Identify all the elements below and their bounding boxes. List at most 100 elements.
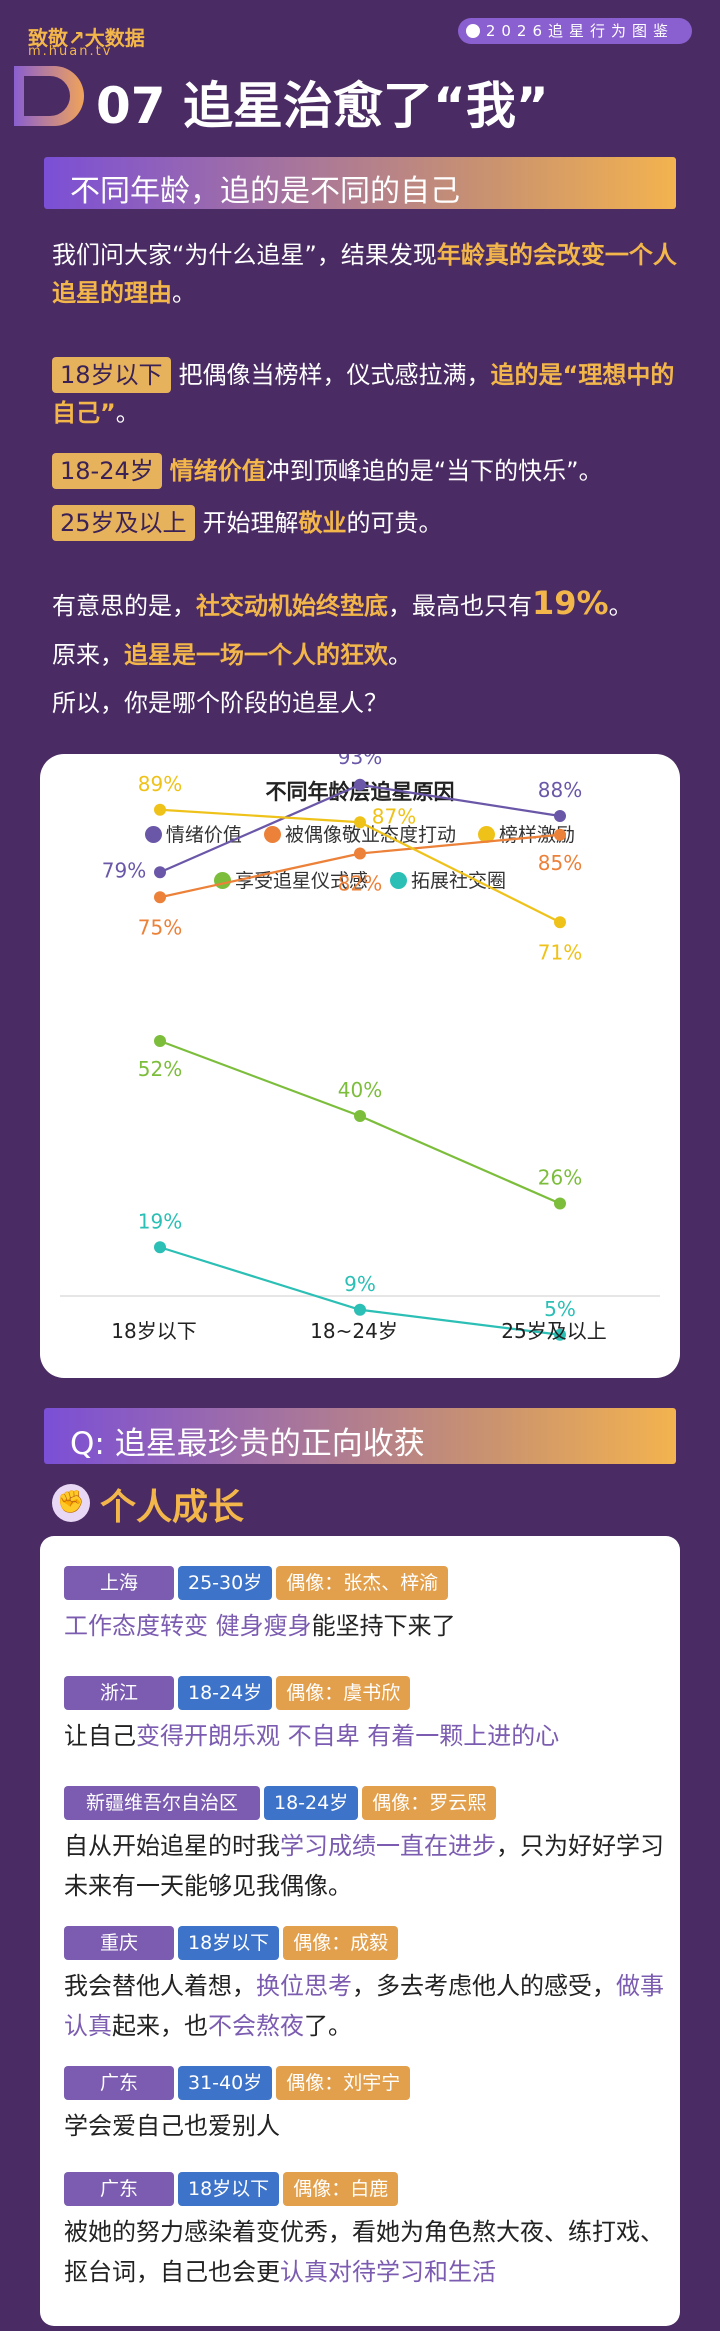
- region-tag: 新疆维吾尔自治区: [64, 1786, 260, 1820]
- quote-text: 被她的努力感染着变优秀，看她为角色熬大夜、练打戏、抠台词，自己也会更: [64, 2218, 664, 2286]
- legend-dot: [390, 872, 408, 889]
- data-point: [154, 1035, 166, 1047]
- legend-item: 享受追星仪式感: [213, 866, 368, 893]
- data-label: 5%: [544, 1297, 576, 1321]
- idol-tag: 偶像：成毅: [283, 1926, 399, 1960]
- quote-text: 自从开始追星的时我: [64, 1832, 280, 1860]
- legend-label: 榜样激励: [499, 824, 576, 846]
- legend-item: 拓展社交圈: [390, 866, 506, 893]
- testimonial-text: 我会替他人着想，换位思考，多去考虑他人的感受，做事认真起来，也不会熬夜了。: [64, 1966, 664, 2046]
- conclusion-text: 。: [388, 641, 412, 669]
- data-point: [154, 1241, 166, 1254]
- legend-dot: [144, 826, 162, 843]
- highlight-phrase: 认真对待学习和生活: [280, 2258, 496, 2286]
- social-text: 有意思的是，: [52, 592, 196, 620]
- testimonial-entry: 新疆维吾尔自治区 18-24岁 偶像：罗云熙自从开始追星的时我学习成绩一直在进步，只…: [64, 1786, 664, 1906]
- data-point: [554, 1197, 566, 1210]
- idol-tag: 偶像：虞书欣: [276, 1676, 411, 1710]
- legend-label: 享受追星仪式感: [234, 870, 368, 892]
- legend-row-1: 情绪价值 被偶像敬业态度打动 榜样激励: [40, 820, 680, 847]
- data-label: 26%: [538, 1166, 582, 1190]
- intro-text: 我们问大家“为什么追星”，结果发现: [52, 241, 437, 269]
- age-paragraph: 18岁以下 把偶像当榜样，仪式感拉满，追的是“理想中的自己”。: [52, 356, 692, 432]
- intro-paragraph: 我们问大家“为什么追星”，结果发现年龄真的会改变一个人追星的理由。: [52, 236, 692, 312]
- idol-tag: 偶像：罗云熙: [362, 1786, 497, 1820]
- subtitle-bar: 不同年龄，追的是不同的自己: [44, 157, 676, 209]
- quote-text: 起来，也: [112, 2012, 208, 2040]
- section-title: 07 追星治愈了“我”: [96, 77, 549, 135]
- age2-line: 18-24岁 情绪价值冲到顶峰追的是“当下的快乐”。: [52, 452, 692, 490]
- quote-text: 我会替他人着想，: [64, 1972, 256, 2000]
- quote-text: ，多去考虑他人的感受，: [352, 1972, 616, 2000]
- entry-tags: 广东 18岁以下 偶像：白鹿: [64, 2172, 664, 2206]
- entry-tags: 广东 31-40岁 偶像：刘宇宁: [64, 2066, 664, 2100]
- entry-tags: 新疆维吾尔自治区 18-24岁 偶像：罗云熙: [64, 1786, 664, 1820]
- entry-tags: 上海 25-30岁 偶像：张杰、梓渝: [64, 1566, 664, 1600]
- social-text: 。: [608, 592, 633, 620]
- social-text: ，最高也只有: [388, 592, 532, 620]
- highlight-phrase: 学习成绩一直在进步: [280, 1832, 496, 1860]
- data-label: 88%: [538, 778, 582, 802]
- age-tag-under18: 18岁以下: [52, 357, 171, 393]
- data-point: [354, 1303, 366, 1316]
- age-tag: 18-24岁: [178, 1676, 273, 1710]
- x-tick-label: 18岁以下: [111, 1319, 196, 1343]
- idol-tag: 偶像：刘宇宁: [276, 2066, 411, 2100]
- data-point: [154, 891, 166, 904]
- series-badge: 2026追星行为图鉴: [457, 18, 692, 44]
- data-point: [554, 810, 566, 822]
- quote-text: 学会爱自己也爱别人: [64, 2112, 280, 2140]
- testimonial-entry: 广东 18岁以下 偶像：白鹿被她的努力感染着变优秀，看她为角色熬大夜、练打戏、抠台词…: [64, 2172, 664, 2292]
- highlight-phrase: 做事认真: [64, 1972, 664, 2040]
- q-title: Q: 追星最珍贵的正向收获: [70, 1426, 425, 1462]
- data-label: 93%: [338, 754, 382, 769]
- legend-row-2: 享受追星仪式感 拓展社交圈: [40, 866, 680, 893]
- data-point: [154, 803, 166, 816]
- age1-text: 把偶像当榜样，仪式感拉满，: [178, 361, 491, 389]
- brand-url: m.huan.tv: [28, 44, 113, 59]
- data-label: 75%: [138, 915, 182, 939]
- age-tag: 18岁以下: [178, 1926, 280, 1960]
- idol-tag: 偶像：白鹿: [283, 2172, 399, 2206]
- line-chart: 79% 93% 88% 75% 82% 85% 89% 87% 71% 52% 40% 26% 19% 9…: [60, 754, 660, 1343]
- data-point: [354, 778, 366, 791]
- age3-text: 的可贵。: [346, 509, 443, 537]
- data-label: 19%: [138, 1209, 182, 1233]
- social-highlight: 社交动机始终垫底: [196, 592, 388, 620]
- chart-card: 不同年龄层追星原因 情绪价值 被偶像敬业态度打动 榜样激励 享受追星仪式感 拓展…: [40, 754, 680, 1378]
- quote-text: 让自己: [64, 1722, 136, 1750]
- data-label: 89%: [138, 772, 182, 796]
- highlight-phrase: 换位思考: [256, 1972, 352, 2000]
- x-tick-label: 18~24岁: [310, 1319, 398, 1343]
- highlight-phrase: 工作态度转变 健身瘦身: [64, 1612, 312, 1640]
- testimonial-text: 让自己变得开朗乐观 不自卑 有着一颗上进的心: [64, 1716, 664, 1756]
- testimonial-text: 自从开始追星的时我学习成绩一直在进步，只为好好学习未来有一天能够见我偶像。: [64, 1826, 664, 1906]
- age-tag-18-24: 18-24岁: [52, 453, 162, 489]
- highlight-phrase: 不会熬夜: [208, 2012, 304, 2040]
- growth-title: 个人成长: [100, 1487, 245, 1528]
- testimonial-text: 工作态度转变 健身瘦身能坚持下来了: [64, 1606, 664, 1646]
- region-tag: 浙江: [64, 1676, 174, 1710]
- x-tick-label: 25岁及以上: [501, 1319, 606, 1343]
- entry-tags: 重庆 18岁以下 偶像：成毅: [64, 1926, 664, 1960]
- data-label: 40%: [338, 1078, 382, 1102]
- region-tag: 重庆: [64, 1926, 174, 1960]
- testimonial-entry: 上海 25-30岁 偶像：张杰、梓渝工作态度转变 健身瘦身能坚持下来了: [64, 1566, 664, 1646]
- age-tag: 18-24岁: [264, 1786, 359, 1820]
- testimonial-entry: 广东 31-40岁 偶像：刘宇宁学会爱自己也爱别人: [64, 2066, 664, 2146]
- data-label: 85%: [538, 851, 582, 875]
- age-tag: 25-30岁: [178, 1566, 273, 1600]
- age1-text: 。: [115, 399, 140, 427]
- data-label: 71%: [538, 940, 582, 964]
- data-point: [554, 916, 566, 929]
- conclusion-line: 原来，追星是一场一个人的狂欢。: [52, 636, 692, 674]
- age-tag: 18岁以下: [178, 2172, 280, 2206]
- conclusion-highlight: 追星是一场一个人的狂欢: [124, 641, 388, 669]
- brand-logo: 致敬↗大数据: [28, 26, 145, 50]
- testimonial-card: 上海 25-30岁 偶像：张杰、梓渝 工作态度转变 健身瘦身能坚持下来了 浙江 18-24…: [40, 1536, 680, 2326]
- quote-text: 能坚持下来了: [311, 1612, 456, 1640]
- legend-label: 情绪价值: [165, 824, 242, 846]
- question-line: 所以，你是哪个阶段的追星人？: [52, 689, 388, 717]
- region-tag: 广东: [64, 2172, 174, 2206]
- intro-highlight: 年龄真的会改变一个人追星的理由: [52, 241, 677, 307]
